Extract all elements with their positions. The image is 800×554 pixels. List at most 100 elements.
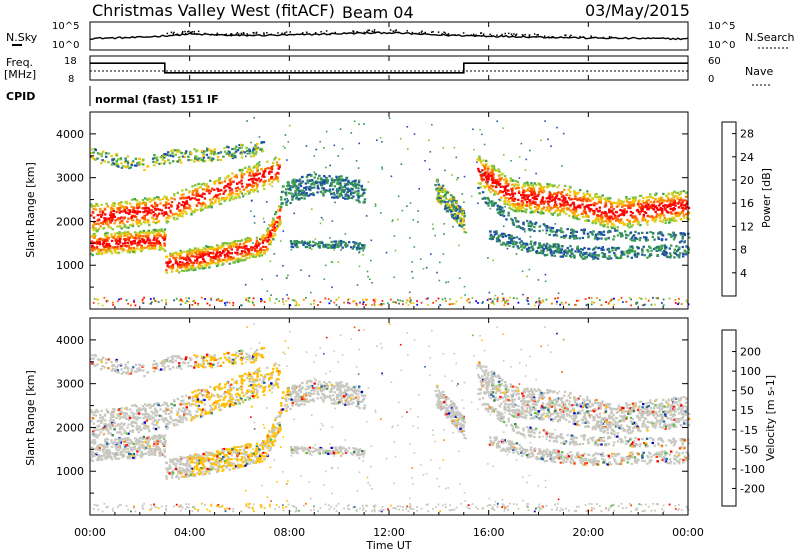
power-mark	[664, 254, 668, 257]
power-mark	[313, 176, 316, 179]
power-mark	[499, 206, 502, 209]
power-mark	[350, 132, 353, 134]
power-mark	[259, 298, 262, 300]
power-mark	[263, 180, 266, 183]
power-mark	[299, 198, 301, 201]
power-mark	[156, 234, 159, 237]
power-mark	[186, 202, 189, 205]
power-mark	[198, 253, 201, 256]
power-mark	[531, 196, 535, 199]
power-mark	[248, 297, 250, 299]
power-mark	[489, 207, 492, 210]
power-mark	[432, 228, 434, 230]
power-mark	[325, 176, 328, 180]
power-mark	[547, 204, 551, 207]
power-mark	[218, 181, 221, 185]
power-mark	[503, 189, 506, 192]
power-mark	[343, 189, 346, 192]
power-mark	[160, 209, 164, 212]
power-mark	[355, 302, 358, 305]
power-mark	[486, 174, 489, 177]
power-mark	[666, 205, 669, 209]
power-mark	[540, 301, 543, 304]
power-mark	[537, 182, 540, 185]
power-mark	[567, 197, 571, 200]
power-mark	[169, 260, 172, 263]
power-mark	[207, 252, 211, 255]
power-mark	[198, 263, 201, 266]
power-mark	[318, 246, 321, 249]
power-mark	[586, 204, 589, 207]
power-mark	[554, 297, 557, 300]
power-mark	[285, 194, 288, 197]
power-mark	[623, 208, 626, 211]
power-mark	[165, 299, 168, 301]
power-mark	[413, 246, 416, 248]
power-mark	[662, 304, 665, 307]
power-mark	[278, 166, 281, 169]
power-mark	[679, 204, 683, 207]
power-mark	[178, 151, 182, 154]
power-mark	[230, 252, 233, 255]
power-mark	[654, 220, 657, 223]
power-mark	[167, 261, 170, 264]
power-mark	[241, 150, 244, 153]
power-mark	[681, 235, 684, 238]
power-mark	[537, 279, 540, 281]
power-mark	[460, 225, 464, 228]
power-mark	[346, 197, 349, 200]
power-mark	[228, 197, 232, 200]
noise-dot	[356, 31, 358, 33]
power-mark	[96, 204, 100, 207]
power-mark	[601, 251, 604, 255]
power-mark	[336, 196, 339, 199]
power-mark	[658, 247, 661, 250]
power-mark	[290, 241, 293, 244]
power-mark	[496, 204, 499, 207]
power-mark	[630, 236, 634, 239]
power-mark	[135, 220, 138, 224]
power-mark	[574, 303, 576, 306]
power-mark	[340, 249, 342, 251]
power-mark	[517, 202, 520, 205]
noise-dot	[548, 37, 550, 39]
power-mark	[148, 231, 152, 234]
power-mark	[257, 162, 260, 166]
power-mark	[250, 174, 253, 177]
power-mark	[493, 233, 497, 236]
power-mark	[130, 163, 133, 167]
power-mark	[604, 202, 608, 205]
power-mark	[497, 174, 501, 177]
power-mark	[124, 241, 127, 245]
power-mark	[537, 204, 541, 207]
power-mark	[246, 190, 249, 193]
power-mark	[485, 185, 488, 188]
power-mark	[683, 249, 686, 252]
power-mark	[301, 189, 305, 192]
power-mark	[616, 229, 619, 232]
power-mark	[116, 232, 119, 235]
noise-dot	[290, 33, 292, 36]
power-mark	[454, 209, 458, 212]
power-mark	[195, 194, 198, 197]
power-mark	[518, 226, 521, 229]
power-mark	[312, 181, 315, 184]
power-mark	[217, 197, 220, 200]
power-mark	[153, 242, 156, 245]
power-mark	[158, 230, 161, 233]
power-mark	[225, 252, 229, 255]
power-mark	[323, 147, 325, 149]
power-mark	[250, 248, 254, 252]
power-mark	[660, 244, 664, 247]
power-mark	[562, 132, 565, 135]
noise-dot	[255, 32, 257, 34]
power-mark	[481, 191, 485, 194]
power-mark	[243, 173, 246, 176]
power-mark	[542, 249, 545, 252]
power-mark	[252, 155, 255, 158]
power-mark	[586, 197, 589, 200]
noise-dot	[353, 31, 355, 33]
power-mark	[126, 162, 130, 165]
power-mark	[626, 218, 629, 221]
power-mark	[480, 177, 483, 180]
